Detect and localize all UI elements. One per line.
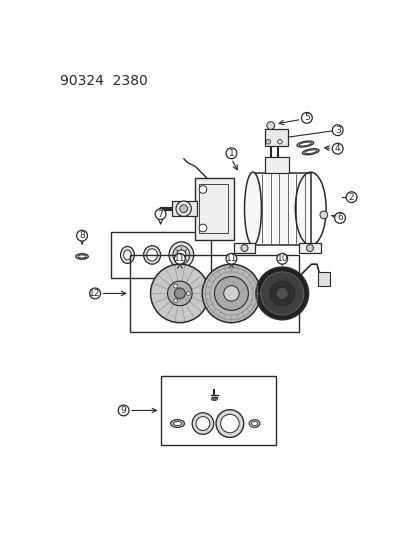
Circle shape <box>260 272 303 315</box>
Circle shape <box>214 277 248 310</box>
Text: 12: 12 <box>89 289 101 298</box>
Text: 5: 5 <box>303 114 309 123</box>
Ellipse shape <box>170 419 184 427</box>
Ellipse shape <box>146 249 157 261</box>
Circle shape <box>202 264 260 322</box>
Circle shape <box>334 213 344 223</box>
Circle shape <box>332 125 342 135</box>
Circle shape <box>225 253 236 264</box>
Circle shape <box>173 299 177 303</box>
Ellipse shape <box>301 149 318 155</box>
Bar <box>160 376 275 445</box>
Ellipse shape <box>244 172 261 245</box>
Ellipse shape <box>169 242 193 268</box>
Bar <box>172 201 196 216</box>
Ellipse shape <box>249 419 259 427</box>
Ellipse shape <box>296 141 313 147</box>
Circle shape <box>174 288 185 299</box>
Circle shape <box>176 201 191 216</box>
Text: 4: 4 <box>334 144 339 153</box>
Circle shape <box>155 209 166 220</box>
Ellipse shape <box>211 398 217 400</box>
Circle shape <box>179 205 187 213</box>
Bar <box>252 173 310 245</box>
Ellipse shape <box>123 250 131 260</box>
Circle shape <box>223 286 239 301</box>
Circle shape <box>306 245 313 252</box>
Ellipse shape <box>212 398 216 400</box>
Circle shape <box>118 405 129 416</box>
Circle shape <box>90 288 100 299</box>
Ellipse shape <box>251 422 257 425</box>
Bar <box>233 243 255 253</box>
Ellipse shape <box>299 142 311 146</box>
Circle shape <box>192 413 213 434</box>
Text: 11: 11 <box>173 254 185 263</box>
Circle shape <box>266 122 274 130</box>
Circle shape <box>345 192 356 203</box>
Bar <box>264 128 287 146</box>
Bar <box>199 184 228 233</box>
Ellipse shape <box>173 422 181 425</box>
Text: 8: 8 <box>79 231 85 240</box>
Circle shape <box>186 292 190 295</box>
Text: 3: 3 <box>334 126 340 135</box>
Text: 1: 1 <box>228 149 234 158</box>
Text: 11: 11 <box>225 254 237 263</box>
Circle shape <box>332 143 342 154</box>
Circle shape <box>256 267 308 320</box>
Ellipse shape <box>143 246 160 264</box>
Circle shape <box>150 264 209 322</box>
Text: 90324  2380: 90324 2380 <box>60 74 148 88</box>
Circle shape <box>319 211 327 219</box>
Ellipse shape <box>176 250 185 260</box>
Circle shape <box>199 224 206 232</box>
Circle shape <box>167 281 192 306</box>
Ellipse shape <box>304 150 316 154</box>
Ellipse shape <box>173 246 190 264</box>
Circle shape <box>216 410 243 438</box>
Circle shape <box>76 230 87 241</box>
Bar <box>110 232 210 278</box>
Circle shape <box>195 417 209 431</box>
Text: 7: 7 <box>157 209 163 219</box>
Circle shape <box>199 185 206 193</box>
Circle shape <box>301 112 311 123</box>
Circle shape <box>174 253 185 264</box>
Circle shape <box>220 414 239 433</box>
Bar <box>264 157 288 173</box>
Circle shape <box>240 245 247 252</box>
Bar <box>299 243 320 253</box>
Text: 2: 2 <box>348 192 354 201</box>
Circle shape <box>276 253 287 264</box>
Circle shape <box>269 281 294 306</box>
Text: 9: 9 <box>121 406 126 415</box>
Circle shape <box>173 284 177 288</box>
Circle shape <box>266 140 270 144</box>
Bar <box>317 272 329 286</box>
Text: 10: 10 <box>276 254 287 263</box>
Circle shape <box>225 148 236 159</box>
Bar <box>195 178 233 239</box>
Circle shape <box>275 287 288 300</box>
Ellipse shape <box>120 246 134 263</box>
Bar <box>129 255 299 332</box>
Text: 6: 6 <box>336 213 342 222</box>
Circle shape <box>277 140 282 144</box>
